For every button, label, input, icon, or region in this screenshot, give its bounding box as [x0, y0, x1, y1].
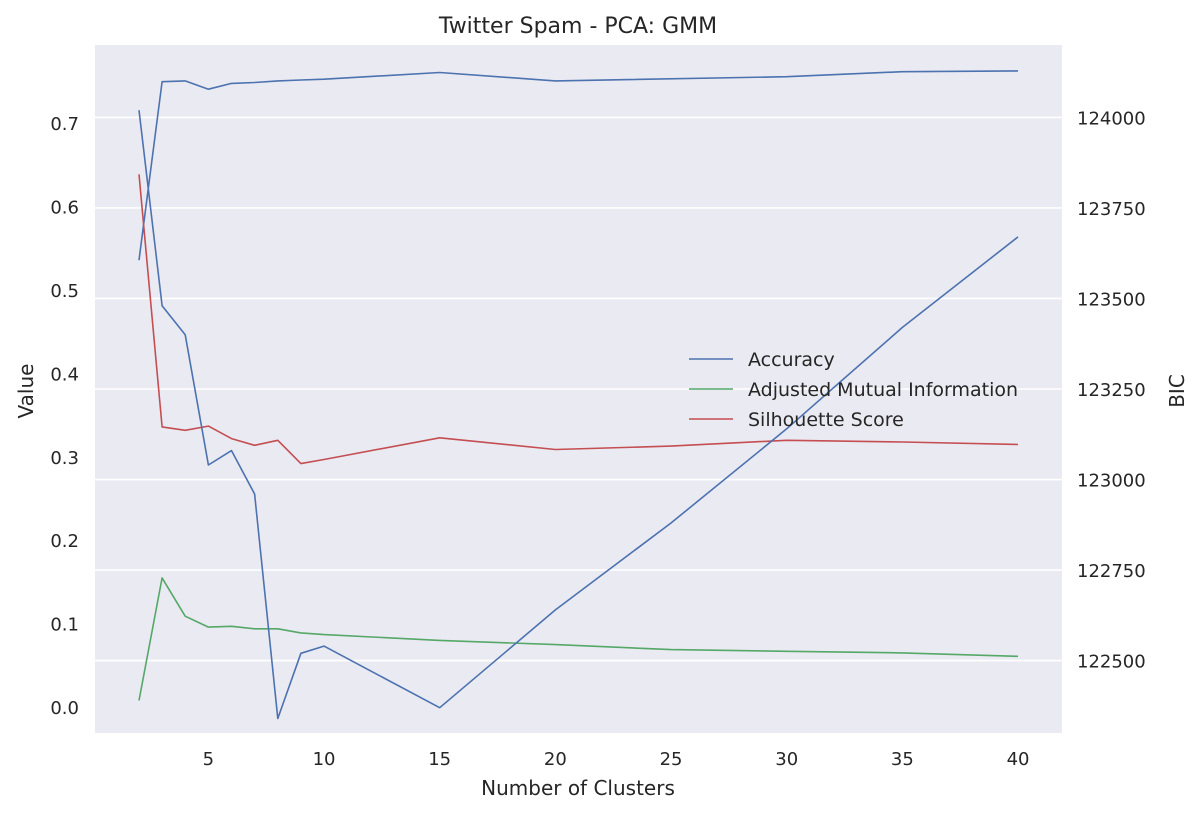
y-tick-label: 0.7	[50, 114, 79, 135]
x-tick-label: 30	[775, 749, 798, 770]
y2-tick-label: 124000	[1077, 108, 1146, 129]
legend: Accuracy Adjusted Mutual Information Silho…	[689, 349, 1018, 431]
x-tick-label: 40	[1007, 749, 1030, 770]
y2-tick-label: 123500	[1077, 289, 1146, 310]
series-line-silhouette-score	[138, 174, 1019, 465]
y-tick-label: 0.4	[50, 364, 79, 385]
y2-tick-label: 123750	[1077, 199, 1146, 220]
y2-tick-labels: 122500 122750 123000 123250 123500 123750 1240…	[1077, 108, 1146, 672]
series-lines	[138, 70, 1019, 720]
y2-tick-label: 123250	[1077, 380, 1146, 401]
y-axis-label: Value	[14, 364, 38, 419]
x-tick-labels: 5 10 15 20 25 30 35 40	[203, 749, 1030, 770]
x-tick-label: 15	[428, 749, 451, 770]
x-tick-label: 5	[203, 749, 214, 770]
chart-title: Twitter Spam - PCA: GMM	[438, 14, 717, 39]
y-tick-label: 0.5	[50, 281, 79, 302]
y2-axis-label: BIC	[1165, 374, 1189, 408]
legend-entry: Silhouette Score	[748, 409, 904, 431]
y-tick-label: 0.1	[50, 615, 79, 636]
y-tick-label: 0.3	[50, 448, 79, 469]
y-tick-label: 0.6	[50, 198, 79, 219]
x-tick-label: 20	[544, 749, 567, 770]
series-line-accuracy	[138, 70, 1019, 261]
y2-tick-label: 122750	[1077, 561, 1146, 582]
legend-entry: Accuracy	[748, 349, 835, 371]
gridlines	[95, 116, 1062, 662]
x-tick-label: 25	[660, 749, 683, 770]
y-tick-label: 0.0	[50, 698, 79, 719]
y2-tick-label: 123000	[1077, 471, 1146, 492]
series-line-bic	[138, 110, 1019, 720]
y-tick-labels: 0.0 0.1 0.2 0.3 0.4 0.5 0.6 0.7	[50, 114, 79, 719]
y2-tick-label: 122500	[1077, 652, 1146, 673]
x-axis-label: Number of Clusters	[481, 776, 675, 800]
y-tick-label: 0.2	[50, 531, 79, 552]
series-line-adjusted-mutual-information	[138, 577, 1019, 701]
legend-entry: Adjusted Mutual Information	[748, 379, 1018, 401]
x-tick-label: 10	[313, 749, 336, 770]
x-tick-label: 35	[891, 749, 914, 770]
